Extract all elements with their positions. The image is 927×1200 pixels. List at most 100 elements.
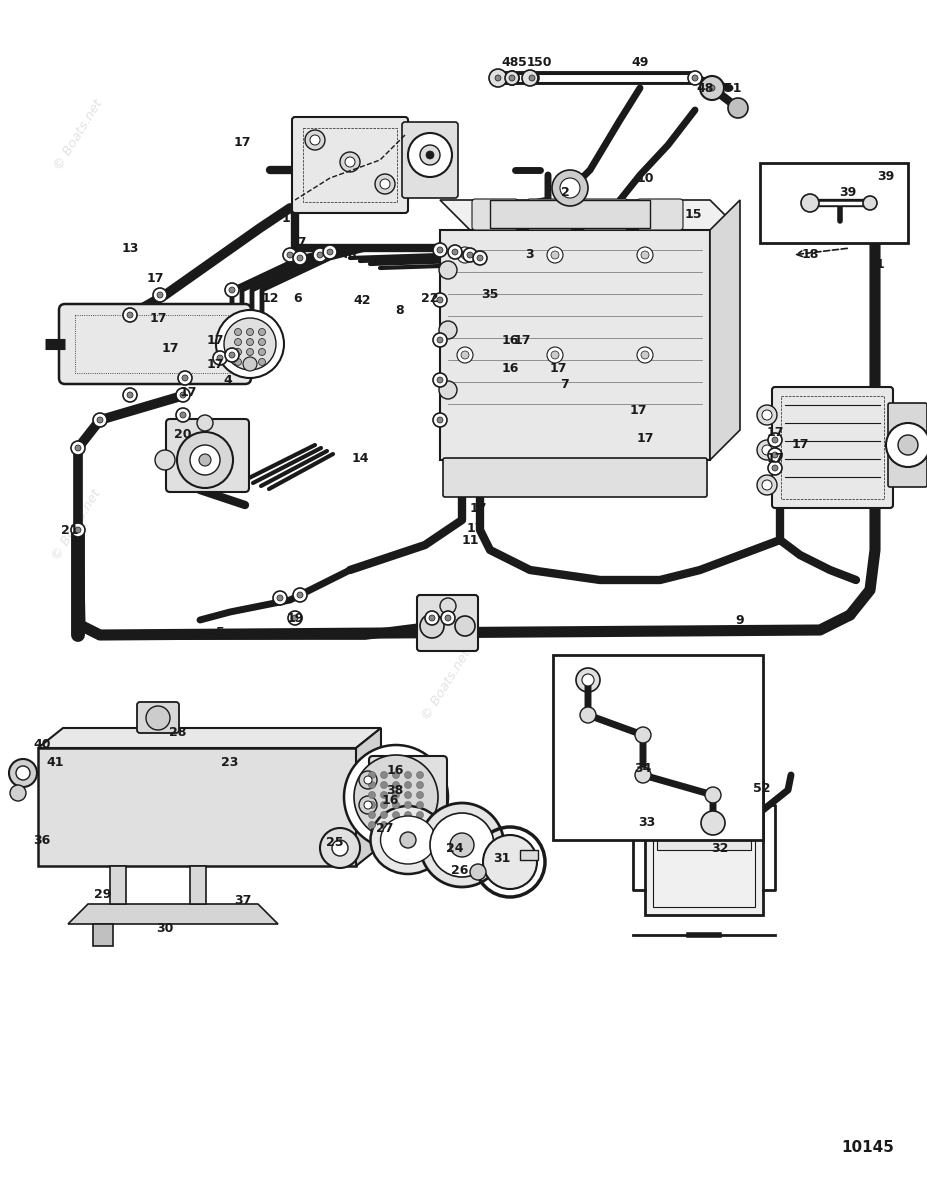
Circle shape [483, 835, 537, 889]
Text: 11: 11 [462, 534, 478, 546]
Circle shape [180, 392, 186, 398]
Circle shape [551, 350, 559, 359]
Circle shape [305, 130, 325, 150]
Circle shape [762, 445, 772, 455]
Text: 51: 51 [518, 55, 536, 68]
Text: 26: 26 [451, 864, 469, 876]
Bar [38, 748, 356, 866]
Circle shape [489, 68, 507, 86]
Circle shape [369, 811, 375, 818]
Circle shape [146, 706, 170, 730]
Circle shape [157, 292, 163, 298]
Circle shape [440, 598, 456, 614]
Circle shape [123, 388, 137, 402]
Text: 1: 1 [876, 258, 884, 271]
Text: 40: 40 [33, 738, 51, 751]
Circle shape [297, 592, 303, 598]
Circle shape [635, 767, 651, 782]
Text: 17: 17 [792, 438, 808, 451]
Circle shape [448, 245, 462, 259]
Circle shape [259, 359, 265, 366]
Circle shape [224, 318, 276, 370]
Text: 4: 4 [223, 373, 233, 386]
Circle shape [416, 781, 424, 788]
Text: 51: 51 [724, 82, 742, 95]
Text: 16: 16 [502, 361, 519, 374]
Circle shape [757, 475, 777, 494]
Circle shape [439, 382, 457, 398]
Circle shape [75, 527, 81, 533]
Text: 21: 21 [61, 523, 79, 536]
FancyBboxPatch shape [443, 458, 707, 497]
Circle shape [176, 388, 190, 402]
Circle shape [177, 432, 233, 488]
Circle shape [637, 347, 653, 362]
Circle shape [392, 772, 400, 779]
Circle shape [461, 350, 469, 359]
Circle shape [701, 811, 725, 835]
Circle shape [425, 611, 439, 625]
Circle shape [529, 74, 535, 80]
Circle shape [762, 410, 772, 420]
Bar [490, 200, 650, 228]
Text: 2: 2 [561, 186, 569, 198]
Circle shape [416, 802, 424, 809]
Circle shape [180, 412, 186, 418]
Circle shape [637, 247, 653, 263]
Circle shape [392, 811, 400, 818]
Circle shape [580, 707, 596, 722]
Circle shape [433, 413, 447, 427]
Polygon shape [710, 200, 740, 460]
FancyBboxPatch shape [582, 199, 628, 230]
Circle shape [582, 674, 594, 686]
Circle shape [439, 260, 457, 278]
Circle shape [375, 174, 395, 194]
Circle shape [757, 404, 777, 425]
Text: 41: 41 [46, 756, 64, 768]
Circle shape [547, 347, 563, 362]
Circle shape [310, 134, 320, 145]
Circle shape [369, 772, 375, 779]
Circle shape [426, 151, 434, 158]
Text: 30: 30 [157, 922, 173, 935]
Ellipse shape [371, 806, 446, 874]
Text: 48: 48 [696, 82, 714, 95]
Circle shape [380, 811, 387, 818]
Circle shape [293, 588, 307, 602]
Circle shape [429, 614, 435, 622]
Text: 17: 17 [161, 342, 179, 354]
Circle shape [75, 445, 81, 451]
Polygon shape [68, 904, 278, 924]
Circle shape [768, 461, 782, 475]
Bar [645, 780, 763, 914]
Bar [75, 314, 235, 373]
Circle shape [452, 248, 458, 254]
Circle shape [176, 408, 190, 422]
Circle shape [416, 772, 424, 779]
Circle shape [420, 614, 444, 638]
Circle shape [437, 296, 443, 302]
Text: 39: 39 [877, 170, 895, 184]
Text: 29: 29 [95, 888, 111, 901]
Circle shape [225, 283, 239, 296]
Bar [781, 396, 884, 499]
Text: 12: 12 [261, 292, 279, 305]
Bar [190, 866, 206, 904]
Text: © Boats.net: © Boats.net [50, 487, 104, 563]
Circle shape [477, 254, 483, 260]
Circle shape [182, 374, 188, 382]
Circle shape [768, 433, 782, 446]
Circle shape [433, 332, 447, 347]
Text: 5: 5 [216, 626, 224, 640]
Circle shape [898, 434, 918, 455]
Circle shape [359, 796, 377, 814]
Circle shape [259, 348, 265, 355]
Circle shape [437, 377, 443, 383]
Circle shape [345, 157, 355, 167]
Circle shape [320, 828, 360, 868]
Circle shape [772, 464, 778, 470]
Circle shape [380, 792, 387, 798]
Circle shape [16, 766, 30, 780]
Circle shape [404, 772, 412, 779]
Bar [520, 850, 538, 860]
